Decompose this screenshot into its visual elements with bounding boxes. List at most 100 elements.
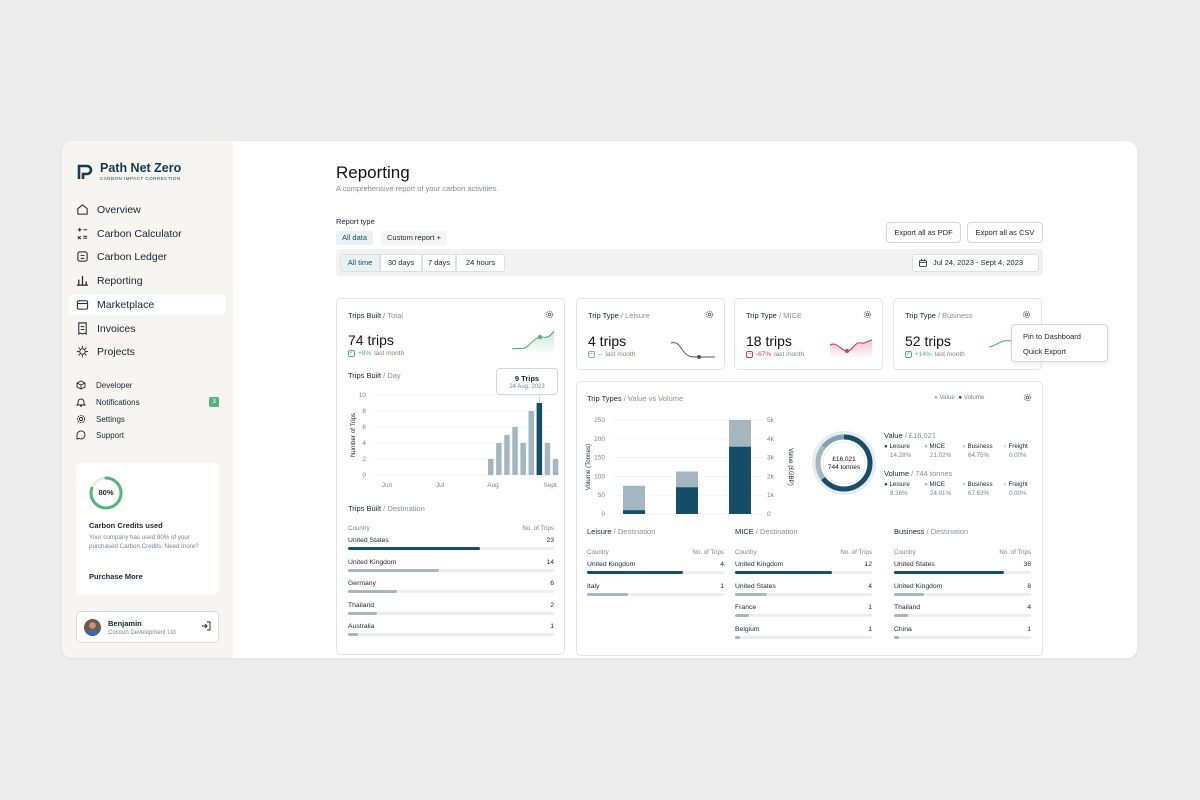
row-country: Italy bbox=[587, 582, 600, 590]
y2-tick-label: 1k bbox=[767, 492, 775, 499]
filter-7-days[interactable]: 7 days bbox=[422, 254, 456, 272]
change-value: -67% bbox=[756, 351, 772, 358]
menu-pin-to-dashboard[interactable]: Pin to Dashboard bbox=[1023, 332, 1081, 341]
mice-dest-title: MICE / Destination bbox=[735, 527, 798, 536]
breakdown-item: ● Leisure 14.28% bbox=[884, 443, 911, 459]
breakdown-title: Volume bbox=[884, 469, 910, 478]
nav-settings[interactable]: Settings bbox=[69, 411, 226, 427]
export-pdf-button[interactable]: Export all as PDF bbox=[886, 222, 961, 243]
change-value: +14% bbox=[915, 351, 932, 358]
export-csv-button[interactable]: Export all as CSV bbox=[967, 222, 1043, 243]
donut-outer-track bbox=[812, 431, 876, 495]
marketplace-icon bbox=[76, 300, 89, 310]
row-bar-track bbox=[348, 590, 554, 594]
donut-value: £16,021 bbox=[832, 456, 856, 463]
nav-carbon-calculator[interactable]: Carbon Calculator bbox=[69, 223, 226, 244]
user-name: Benjamin bbox=[108, 619, 142, 628]
card-title-sub: Destination bbox=[930, 527, 969, 536]
bar bbox=[520, 443, 526, 475]
report-type-custom[interactable]: Custom report + bbox=[381, 231, 447, 245]
item-name: Business bbox=[967, 443, 993, 450]
card-title: Trips Built / Total bbox=[348, 311, 404, 320]
card-title-sub: Destination bbox=[387, 504, 425, 513]
row-trips: 4 bbox=[720, 561, 724, 568]
row-bar-track bbox=[587, 592, 724, 596]
purchase-more-link[interactable]: Purchase More bbox=[89, 572, 143, 581]
logo[interactable]: Path Net Zero CARBON IMPACT CORRECTION bbox=[76, 162, 181, 181]
card-title-main: Trips Built bbox=[348, 311, 382, 320]
nav-carbon-ledger[interactable]: Carbon Ledger bbox=[69, 246, 226, 267]
bar-volume bbox=[623, 510, 645, 514]
card-title-main: Trip Type bbox=[588, 311, 619, 320]
menu-quick-export[interactable]: Quick Export bbox=[1023, 347, 1066, 356]
row-bar-fill bbox=[348, 590, 398, 594]
row-bar-track bbox=[894, 635, 1031, 639]
gear-icon[interactable] bbox=[705, 310, 714, 319]
nav-reporting[interactable]: Reporting bbox=[69, 270, 226, 291]
logout-icon[interactable] bbox=[201, 621, 211, 631]
row-country: United Kingdom bbox=[735, 561, 784, 568]
date-range-picker[interactable]: Jul 24, 2023 - Sept 4, 2023 bbox=[912, 254, 1039, 272]
nav-notifications[interactable]: Notifications 3 bbox=[69, 394, 226, 410]
bell-icon bbox=[76, 398, 86, 407]
gear-icon[interactable] bbox=[863, 310, 872, 319]
nav-projects[interactable]: Projects bbox=[69, 341, 226, 362]
row-bar-fill bbox=[735, 592, 767, 596]
value-breakdown-title: Value / £16,021 bbox=[884, 431, 937, 440]
card-title-main: Trip Type bbox=[746, 311, 777, 320]
nav-invoices[interactable]: Invoices bbox=[69, 318, 226, 339]
y-tick-label: 200 bbox=[594, 436, 605, 443]
y-tick-label: 150 bbox=[594, 455, 605, 462]
nav-marketplace[interactable]: Marketplace bbox=[69, 294, 226, 315]
breakdown-title: Value bbox=[884, 431, 903, 440]
donut-center: £16,021 744 tonnes bbox=[811, 456, 877, 472]
donut-center-bg bbox=[822, 441, 866, 485]
row-country: United States bbox=[735, 582, 776, 590]
breakdown-item: ● Business 67.63% bbox=[962, 481, 993, 497]
bar bbox=[528, 411, 534, 475]
row-trips: 6 bbox=[550, 580, 554, 588]
gear-icon[interactable] bbox=[1022, 310, 1031, 319]
nav-label: Notifications bbox=[96, 397, 140, 407]
row-country: China bbox=[894, 625, 912, 633]
nav-developer[interactable]: Developer bbox=[69, 377, 226, 393]
card-title-sub: Value vs Volume bbox=[627, 394, 684, 403]
col-country: Country bbox=[348, 525, 370, 532]
sparkline-mice bbox=[829, 339, 873, 359]
col-country: Country bbox=[587, 549, 609, 556]
row-country: Germany bbox=[348, 580, 376, 588]
item-name: MICE bbox=[929, 443, 945, 450]
row-country: Belgium bbox=[735, 625, 760, 633]
card-title-main: Trips Built bbox=[348, 504, 382, 513]
legend-volume: Volume bbox=[963, 394, 985, 401]
row-country: United States bbox=[348, 537, 389, 544]
row-trips: 1 bbox=[868, 604, 872, 612]
trip-types-card: Trip Types / Value vs Volume ● Value ● V… bbox=[576, 381, 1043, 656]
col-country: Country bbox=[735, 549, 757, 556]
filter-30-days[interactable]: 30 days bbox=[380, 254, 422, 272]
gear-icon[interactable] bbox=[545, 310, 554, 319]
donut-volume: 744 tonnes bbox=[827, 464, 861, 471]
chart-tooltip: 9 Trips 24 Aug, 2023 bbox=[496, 368, 558, 395]
bar bbox=[488, 459, 494, 475]
row-bar-fill bbox=[735, 614, 749, 618]
user-card[interactable]: Benjamin Cocoon Development Ltd bbox=[76, 611, 219, 643]
report-type-all-data[interactable]: All data bbox=[336, 231, 374, 245]
row-country: Thailand bbox=[894, 604, 921, 612]
row-trips: 14 bbox=[546, 558, 554, 566]
user-org: Cocoon Development Ltd bbox=[108, 630, 176, 636]
filter-all-time[interactable]: All time bbox=[340, 254, 380, 272]
filter-24-hours[interactable]: 24 hours bbox=[456, 254, 505, 272]
carbon-credits-card: 80% Carbon Credits used Your company has… bbox=[76, 463, 219, 595]
gear-icon[interactable] bbox=[1023, 393, 1032, 402]
sparkline-leisure bbox=[670, 342, 715, 359]
row-bar-track bbox=[735, 571, 872, 574]
leisure-dest-title: Leisure / Destination bbox=[587, 527, 656, 536]
row-trips: 23 bbox=[546, 537, 554, 544]
nav-overview[interactable]: Overview bbox=[69, 199, 226, 220]
item-pct: 21.02% bbox=[930, 452, 951, 459]
trip-leisure-value: 4 trips bbox=[588, 333, 627, 349]
nav-support[interactable]: Support bbox=[69, 427, 226, 443]
sidebar: Path Net Zero CARBON IMPACT CORRECTION O… bbox=[62, 141, 233, 658]
sparkline-total bbox=[511, 330, 555, 355]
